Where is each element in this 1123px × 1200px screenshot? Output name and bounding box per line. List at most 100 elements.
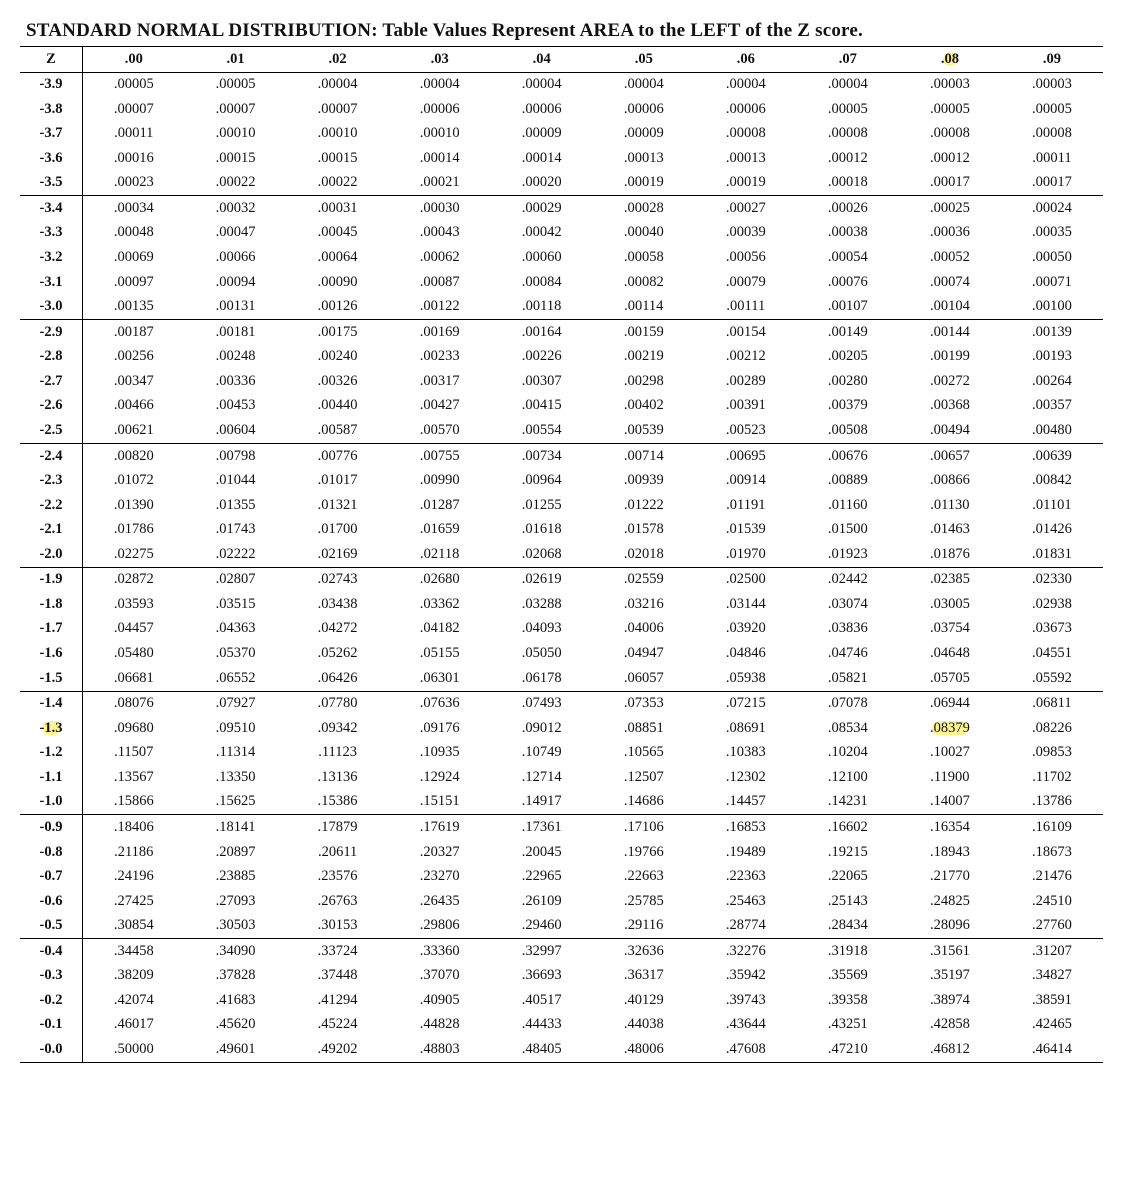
- value-cell: .02619: [491, 567, 593, 592]
- table-row: -3.1.00097.00094.00090.00087.00084.00082…: [20, 270, 1103, 295]
- col-header: .08: [899, 47, 1001, 73]
- value-cell: .02018: [593, 542, 695, 567]
- value-cell: .36317: [593, 964, 695, 989]
- value-cell: .16354: [899, 815, 1001, 840]
- value-cell: .01426: [1001, 518, 1103, 543]
- value-cell: .00008: [695, 122, 797, 147]
- table-title: STANDARD NORMAL DISTRIBUTION: Table Valu…: [20, 20, 1103, 42]
- value-cell: .00016: [83, 146, 185, 171]
- value-cell: .01700: [287, 518, 389, 543]
- value-cell: .00004: [389, 72, 491, 97]
- value-cell: .27760: [1001, 914, 1103, 939]
- value-cell: .35569: [797, 964, 899, 989]
- value-cell: .30153: [287, 914, 389, 939]
- value-cell: .00064: [287, 246, 389, 271]
- value-cell: .02169: [287, 542, 389, 567]
- value-cell: .00003: [899, 72, 1001, 97]
- value-cell: .04093: [491, 617, 593, 642]
- value-cell: .26763: [287, 889, 389, 914]
- table-row: -0.2.42074.41683.41294.40905.40517.40129…: [20, 988, 1103, 1013]
- value-cell: .20327: [389, 840, 491, 865]
- value-cell: .00082: [593, 270, 695, 295]
- value-cell: .06301: [389, 666, 491, 691]
- value-cell: .00006: [389, 97, 491, 122]
- value-cell: .00587: [287, 418, 389, 443]
- value-cell: .00248: [185, 345, 287, 370]
- z-cell: -3.6: [20, 146, 83, 171]
- value-cell: .14917: [491, 790, 593, 815]
- value-cell: .24510: [1001, 889, 1103, 914]
- value-cell: .15866: [83, 790, 185, 815]
- value-cell: .00494: [899, 418, 1001, 443]
- value-cell: .00056: [695, 246, 797, 271]
- table-row: -0.7.24196.23885.23576.23270.22965.22663…: [20, 865, 1103, 890]
- value-cell: .00047: [185, 221, 287, 246]
- z-cell: -2.5: [20, 418, 83, 443]
- value-cell: .00031: [287, 196, 389, 221]
- col-header: .01: [185, 47, 287, 73]
- value-cell: .00336: [185, 369, 287, 394]
- value-cell: .32276: [695, 939, 797, 964]
- value-cell: .40905: [389, 988, 491, 1013]
- table-row: -2.2.01390.01355.01321.01287.01255.01222…: [20, 493, 1103, 518]
- value-cell: .23270: [389, 865, 491, 890]
- value-cell: .04363: [185, 617, 287, 642]
- value-cell: .00164: [491, 320, 593, 345]
- value-cell: .00415: [491, 394, 593, 419]
- value-cell: .01831: [1001, 542, 1103, 567]
- value-cell: .00205: [797, 345, 899, 370]
- value-cell: .04648: [899, 642, 1001, 667]
- value-cell: .01044: [185, 469, 287, 494]
- value-cell: .48006: [593, 1038, 695, 1063]
- value-cell: .27093: [185, 889, 287, 914]
- value-cell: .00139: [1001, 320, 1103, 345]
- value-cell: .10749: [491, 741, 593, 766]
- value-cell: .00149: [797, 320, 899, 345]
- value-cell: .01578: [593, 518, 695, 543]
- value-cell: .00007: [185, 97, 287, 122]
- value-cell: .38209: [83, 964, 185, 989]
- value-cell: .01463: [899, 518, 1001, 543]
- value-cell: .00058: [593, 246, 695, 271]
- value-cell: .00159: [593, 320, 695, 345]
- value-cell: .01618: [491, 518, 593, 543]
- value-cell: .00007: [287, 97, 389, 122]
- value-cell: .38591: [1001, 988, 1103, 1013]
- value-cell: .00990: [389, 469, 491, 494]
- table-row: -1.2.11507.11314.11123.10935.10749.10565…: [20, 741, 1103, 766]
- value-cell: .02559: [593, 567, 695, 592]
- value-cell: .10204: [797, 741, 899, 766]
- value-cell: .28096: [899, 914, 1001, 939]
- col-header-z: Z: [20, 47, 83, 73]
- value-cell: .00012: [797, 146, 899, 171]
- value-cell: .01255: [491, 493, 593, 518]
- value-cell: .00010: [185, 122, 287, 147]
- value-cell: .00029: [491, 196, 593, 221]
- value-cell: .00022: [185, 171, 287, 196]
- value-cell: .32636: [593, 939, 695, 964]
- value-cell: .00004: [593, 72, 695, 97]
- col-header: .06: [695, 47, 797, 73]
- value-cell: .00676: [797, 444, 899, 469]
- z-cell: -2.2: [20, 493, 83, 518]
- value-cell: .15151: [389, 790, 491, 815]
- col-header: .00: [83, 47, 185, 73]
- col-header: .04: [491, 47, 593, 73]
- z-cell: -2.6: [20, 394, 83, 419]
- value-cell: .00889: [797, 469, 899, 494]
- value-cell: .00017: [899, 171, 1001, 196]
- table-row: -1.8.03593.03515.03438.03362.03288.03216…: [20, 592, 1103, 617]
- value-cell: .20045: [491, 840, 593, 865]
- value-cell: .03836: [797, 617, 899, 642]
- value-cell: .01222: [593, 493, 695, 518]
- value-cell: .02222: [185, 542, 287, 567]
- col-header: .09: [1001, 47, 1103, 73]
- value-cell: .00368: [899, 394, 1001, 419]
- value-cell: .00011: [1001, 146, 1103, 171]
- value-cell: .09342: [287, 716, 389, 741]
- value-cell: .00012: [899, 146, 1001, 171]
- value-cell: .42858: [899, 1013, 1001, 1038]
- value-cell: .01923: [797, 542, 899, 567]
- value-cell: .47608: [695, 1038, 797, 1063]
- value-cell: .00135: [83, 295, 185, 320]
